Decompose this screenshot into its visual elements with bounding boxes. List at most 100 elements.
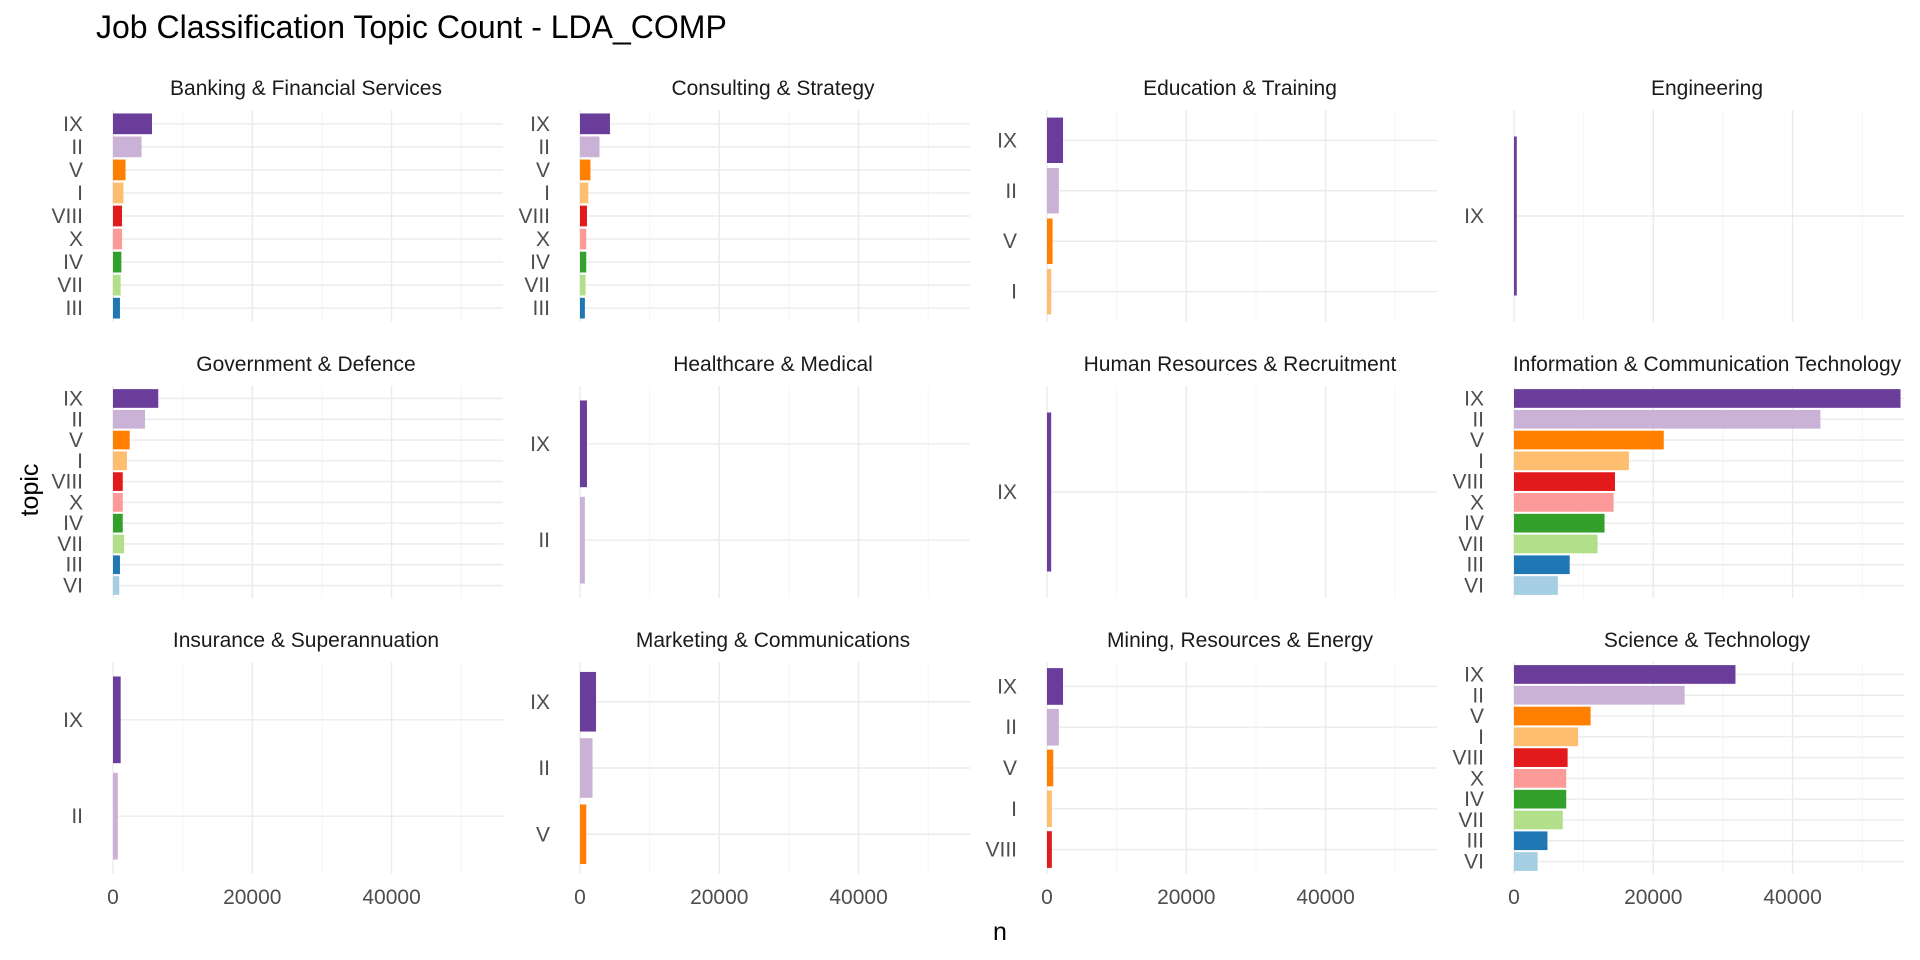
x-tick-label: 40000	[1763, 886, 1821, 909]
y-tick-label: V	[1003, 230, 1017, 253]
bar	[580, 400, 587, 488]
facet-strip-label: Consulting & Strategy	[671, 77, 875, 100]
y-tick-label: I	[1011, 281, 1017, 304]
y-tick-label: IX	[997, 675, 1017, 698]
bar	[1514, 727, 1579, 747]
y-tick-label: IX	[530, 113, 550, 136]
y-tick-label: VIII	[1452, 471, 1484, 494]
x-tick-label: 40000	[829, 886, 887, 909]
bar	[580, 182, 589, 204]
y-tick-label: VIII	[985, 839, 1017, 862]
facet-panel: Insurance & Superannuation IX II 0 20000 4000…	[63, 629, 503, 909]
facet-panel: Human Resources & Recruitment IX	[997, 353, 1437, 598]
chart-title: Job Classification Topic Count - LDA_COM…	[96, 9, 727, 45]
bar	[580, 228, 587, 250]
x-tick-label: 40000	[1296, 886, 1354, 909]
y-tick-label: III	[532, 297, 550, 320]
y-tick-label: IV	[63, 251, 83, 274]
x-tick-label: 20000	[1624, 886, 1682, 909]
y-tick-label: VI	[1464, 851, 1484, 874]
y-tick-label: I	[77, 182, 83, 205]
y-tick-label: II	[1472, 684, 1484, 707]
bar	[113, 251, 122, 273]
y-tick-label: X	[1470, 767, 1484, 790]
bar	[113, 274, 121, 296]
bar	[1514, 665, 1736, 684]
facet-panel: Government & DefenceIXIIVIVIIIXIVVIIIIIV…	[51, 353, 503, 598]
bar	[580, 297, 585, 319]
x-tick-label: 0	[1508, 886, 1520, 909]
facet-panel: Information & Communication Technology IX…	[1452, 353, 1904, 598]
y-tick-label: IX	[63, 113, 83, 136]
y-tick-label: II	[538, 136, 550, 159]
bar	[580, 671, 597, 732]
y-tick-label: IX	[530, 691, 550, 714]
facet-panel: Marketing & Communications IX II V 0 20000 400…	[530, 629, 970, 909]
y-tick-label: III	[65, 554, 83, 577]
bar	[580, 159, 591, 181]
bar	[1047, 708, 1059, 746]
bar	[113, 472, 123, 491]
bar	[1047, 168, 1059, 214]
y-tick-label: IX	[530, 433, 550, 456]
y-tick-label: III	[1466, 830, 1484, 853]
bar	[113, 451, 127, 471]
bar	[1514, 748, 1568, 767]
bar	[113, 534, 125, 554]
y-tick-label: II	[1005, 716, 1017, 739]
x-tick-label: 0	[574, 886, 586, 909]
y-tick-label: VIII	[51, 205, 83, 228]
y-tick-label: IV	[530, 251, 550, 274]
facet-strip-label: Banking & Financial Services	[170, 77, 442, 100]
bar	[1514, 389, 1901, 408]
x-tick-label: 20000	[1157, 886, 1215, 909]
facet-strip-label: Science & Technology	[1604, 629, 1811, 652]
facet-panel: Engineering IX	[1464, 77, 1904, 322]
y-tick-label: VII	[1458, 533, 1484, 556]
x-tick-label: 0	[107, 886, 119, 909]
bar	[113, 389, 159, 408]
y-tick-label: II	[538, 757, 550, 780]
y-tick-label: II	[1005, 180, 1017, 203]
bar	[1047, 790, 1052, 828]
bar	[113, 136, 142, 158]
bar	[1514, 706, 1591, 726]
bar	[580, 136, 600, 158]
bar	[113, 576, 120, 595]
x-tick-label: 20000	[223, 886, 281, 909]
y-tick-label: IV	[63, 512, 83, 535]
y-tick-label: V	[536, 159, 550, 182]
y-tick-label: VII	[57, 274, 83, 297]
panels: Banking & Financial ServicesIXIIVIVIIIXI…	[51, 77, 1904, 909]
y-tick-label: X	[1470, 491, 1484, 514]
y-tick-label: V	[1470, 429, 1484, 452]
y-tick-label: VII	[524, 274, 550, 297]
x-tick-label: 0	[1041, 886, 1053, 909]
bar	[113, 430, 130, 450]
y-tick-label: V	[536, 823, 550, 846]
bar	[113, 555, 120, 575]
facet-panel: Science & TechnologyIXIIVIVIIIXIVVIIIIIV…	[1452, 629, 1904, 909]
bar	[1514, 472, 1615, 491]
bar	[1514, 451, 1629, 471]
bar	[580, 113, 610, 135]
bar	[1047, 749, 1054, 787]
y-tick-label: IX	[997, 481, 1017, 504]
y-tick-label: IV	[1464, 512, 1484, 535]
facet-panel: Healthcare & Medical IX II	[530, 353, 970, 598]
bar	[1514, 493, 1614, 512]
y-tick-label: IX	[1464, 205, 1484, 228]
bar	[1047, 117, 1064, 163]
facet-strip-label: Engineering	[1651, 77, 1763, 100]
y-tick-label: VI	[63, 575, 83, 598]
bar	[113, 676, 121, 764]
x-tick-label: 20000	[690, 886, 748, 909]
bar	[1047, 412, 1052, 572]
y-tick-label: III	[1466, 554, 1484, 577]
bar	[113, 159, 126, 181]
facet-strip-label: Human Resources & Recruitment	[1084, 353, 1397, 376]
bar	[113, 409, 146, 429]
facet-strip-label: Healthcare & Medical	[673, 353, 873, 376]
bar	[113, 493, 123, 512]
